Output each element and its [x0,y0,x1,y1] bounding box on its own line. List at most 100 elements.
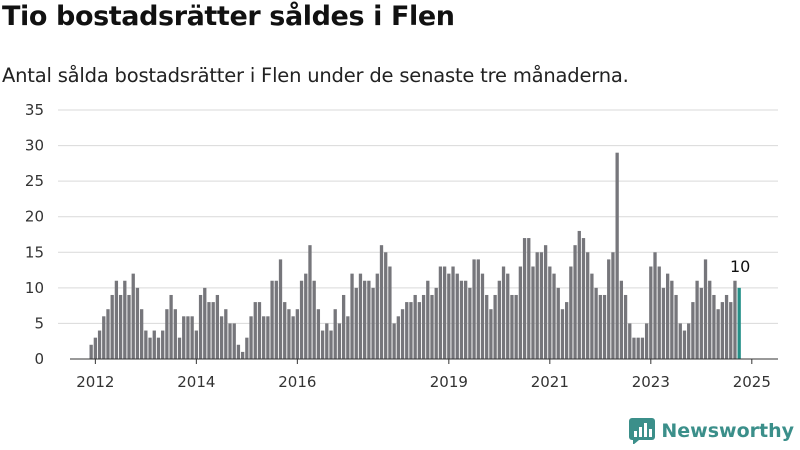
bar [266,316,270,359]
bar [451,266,455,359]
bar [636,337,640,359]
bar [140,309,144,359]
bar [249,316,253,359]
bar [720,302,724,359]
bar [106,309,110,359]
bar [240,351,245,359]
bar [299,280,304,359]
bar [283,302,287,359]
bar [358,273,363,359]
bar [615,152,619,359]
bar [156,337,161,359]
bar [426,280,430,359]
bar [573,245,577,359]
bar [350,273,354,359]
chart-title: Tio bostadsrätter såldes i Flen [2,1,455,32]
y-tick-label: 5 [34,314,44,332]
x-tick-label: 2014 [177,373,215,391]
y-axis-ticks: 0 5 10 15 20 25 30 35 [25,101,44,368]
bar [586,252,590,359]
bar [476,259,480,359]
bar [177,337,182,359]
bar [308,245,312,359]
bar [455,273,459,359]
bar [245,337,249,359]
bar [257,302,262,359]
bar [203,287,207,359]
bar [97,330,102,359]
bar [506,273,510,359]
bar [552,273,556,359]
bar [371,287,375,359]
highlight-value-label: 10 [730,257,750,276]
bar [110,294,114,359]
bar [493,294,497,359]
bar [341,294,346,359]
bar [190,316,194,359]
bar [666,273,670,359]
bar [262,316,266,359]
bar [118,294,123,359]
newsworthy-logo-icon [629,418,656,444]
bar [649,266,653,359]
bar [123,280,127,359]
bar [501,266,506,359]
y-tick-label: 25 [25,172,44,190]
y-tick-label: 0 [34,350,44,368]
bar [182,316,186,359]
bars [89,152,741,359]
bar [703,259,708,359]
bar [611,252,615,359]
bar [346,316,350,359]
bar [657,266,661,359]
bar [400,309,405,359]
bar [173,309,177,359]
newsworthy-brand: Newsworthy [629,418,794,444]
bar [253,302,257,359]
y-tick-label: 30 [25,137,44,155]
gridlines [58,109,778,324]
bar [489,309,493,359]
bar [396,316,400,359]
bar [699,287,703,359]
bar [337,323,342,359]
bar [695,280,699,359]
bar [413,294,417,359]
bar [468,287,472,359]
newsworthy-wordmark: Newsworthy [661,420,794,442]
bar [438,266,443,359]
bar [287,309,291,359]
bar [333,309,337,359]
bar [569,266,573,359]
bar [729,302,733,359]
bar [161,330,165,359]
bar [682,330,687,359]
bar [619,280,624,359]
bar [421,294,426,359]
bar [543,245,548,359]
bar [577,230,581,359]
bar [211,302,215,359]
chart-subtitle: Antal sålda bostadsrätter i Flen under d… [2,64,629,87]
bar [354,287,358,359]
bar [485,294,489,359]
bar [312,280,316,359]
bar [316,309,321,359]
bar [459,280,464,359]
bar [270,280,274,359]
bar [274,280,278,359]
bar [653,252,657,359]
x-axis-ticks: 2012 2014 2016 2019 2021 2023 2025 [76,359,771,391]
bar [194,330,198,359]
x-tick-label: 2012 [76,373,114,391]
bar [472,259,476,359]
bar [144,330,148,359]
y-tick-label: 20 [25,208,44,226]
bar [464,280,468,359]
x-tick-label: 2025 [733,373,771,391]
bar [320,330,325,359]
x-tick-label: 2016 [278,373,316,391]
bar [384,252,388,359]
y-tick-label: 35 [25,101,44,119]
